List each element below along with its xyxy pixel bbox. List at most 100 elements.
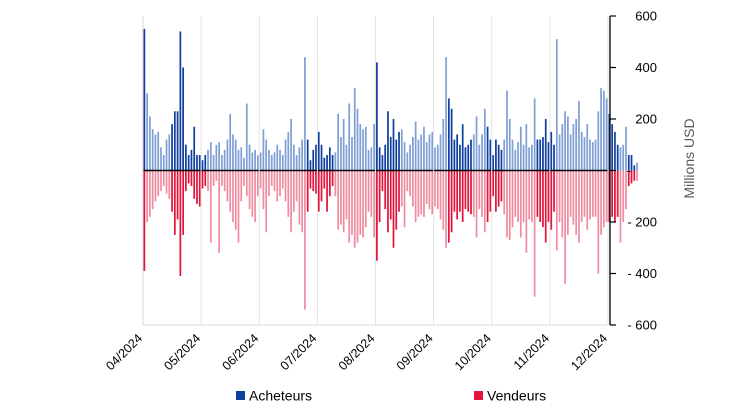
seller-bar bbox=[326, 170, 328, 212]
buyer-bar bbox=[395, 139, 398, 171]
buyer-bar bbox=[323, 157, 326, 171]
seller-bar bbox=[342, 170, 345, 233]
buyer-bar bbox=[309, 160, 312, 171]
legend-swatch-vendeurs bbox=[474, 391, 483, 400]
seller-bar bbox=[475, 170, 478, 238]
seller-bar bbox=[212, 170, 215, 186]
seller-bar bbox=[348, 170, 351, 243]
seller-bar bbox=[400, 170, 403, 207]
seller-bar bbox=[185, 170, 187, 192]
buyer-bar bbox=[345, 144, 348, 171]
buyer-bar bbox=[384, 144, 387, 171]
buyer-bar bbox=[259, 152, 262, 171]
seller-bar bbox=[605, 170, 608, 222]
buyer-bar bbox=[276, 144, 279, 171]
buyer-bar bbox=[171, 124, 173, 171]
buyer-bar bbox=[486, 126, 489, 171]
seller-bar bbox=[600, 170, 602, 235]
buyer-bar bbox=[290, 119, 292, 171]
buyer-bar bbox=[575, 119, 578, 171]
seller-bar bbox=[165, 170, 168, 194]
seller-bar bbox=[387, 170, 389, 233]
seller-bar bbox=[425, 170, 428, 204]
buyer-bar bbox=[185, 144, 187, 171]
seller-bar bbox=[254, 170, 256, 222]
buyer-bar bbox=[292, 144, 295, 171]
seller-bar bbox=[376, 170, 378, 261]
buyer-bar bbox=[234, 139, 237, 171]
seller-bar bbox=[162, 170, 165, 186]
x-tick-label: 06/2024 bbox=[220, 331, 262, 373]
seller-bar bbox=[201, 170, 204, 189]
buyer-bar bbox=[558, 134, 561, 171]
seller-bar bbox=[611, 170, 614, 217]
seller-bar bbox=[483, 170, 486, 233]
seller-bar bbox=[442, 170, 445, 230]
buyer-bar bbox=[591, 142, 594, 171]
seller-bar bbox=[331, 170, 334, 186]
buyer-bar bbox=[627, 155, 630, 171]
seller-bar bbox=[295, 170, 298, 202]
buyer-bar bbox=[328, 147, 331, 171]
x-tick-label: 09/2024 bbox=[394, 331, 436, 373]
buyer-bar bbox=[226, 139, 229, 171]
buyer-bar bbox=[367, 149, 370, 171]
seller-bar bbox=[154, 170, 157, 202]
buyer-bar bbox=[553, 144, 555, 171]
buyer-bar bbox=[472, 134, 475, 171]
seller-bar bbox=[215, 170, 218, 181]
buyer-bar bbox=[517, 142, 519, 171]
buyer-bar bbox=[398, 131, 400, 171]
buyer-bar bbox=[597, 111, 600, 171]
buyer-bar bbox=[362, 129, 364, 171]
buyer-bar bbox=[162, 155, 165, 171]
buyer-bar bbox=[614, 131, 616, 171]
buyer-bar bbox=[414, 121, 417, 171]
seller-bar bbox=[508, 170, 511, 241]
seller-bar bbox=[434, 170, 436, 207]
buyer-bar bbox=[279, 149, 281, 171]
buyer-bar bbox=[625, 126, 627, 171]
seller-bar bbox=[398, 170, 400, 212]
seller-bar bbox=[287, 170, 290, 217]
seller-bar bbox=[481, 170, 483, 217]
seller-bar bbox=[517, 170, 519, 222]
buyer-bar bbox=[459, 144, 461, 171]
buyer-bar bbox=[364, 126, 367, 171]
buyer-bar bbox=[436, 144, 439, 171]
buyer-bar bbox=[492, 155, 494, 171]
buyer-bar bbox=[248, 144, 251, 171]
seller-bar bbox=[171, 170, 173, 212]
buyer-bar bbox=[450, 108, 453, 171]
buyer-bar bbox=[447, 98, 450, 171]
seller-bar bbox=[544, 170, 547, 243]
seller-bar bbox=[320, 170, 323, 202]
seller-bar bbox=[564, 170, 566, 284]
buyer-bar bbox=[580, 131, 583, 171]
buyer-bar bbox=[229, 113, 232, 171]
seller-bar bbox=[276, 170, 279, 202]
seller-bar bbox=[229, 170, 232, 212]
seller-bar bbox=[234, 170, 237, 230]
seller-bar bbox=[273, 170, 276, 192]
seller-bar bbox=[586, 170, 589, 230]
seller-bar bbox=[268, 170, 270, 197]
buyer-bar bbox=[495, 139, 497, 171]
seller-bar bbox=[304, 170, 306, 310]
seller-bar bbox=[292, 170, 295, 212]
seller-bar bbox=[619, 170, 622, 243]
buyer-bar bbox=[207, 149, 209, 171]
seller-bar bbox=[492, 170, 494, 197]
seller-bar bbox=[495, 170, 497, 212]
seller-bar bbox=[431, 170, 434, 215]
seller-bar bbox=[226, 170, 229, 202]
buyer-bar bbox=[351, 137, 353, 171]
buyer-bar bbox=[223, 149, 226, 171]
seller-bar bbox=[270, 170, 273, 186]
buyer-bar bbox=[218, 142, 220, 171]
buyer-bar bbox=[531, 144, 533, 171]
buyer-bar bbox=[412, 137, 414, 171]
seller-bar bbox=[309, 170, 312, 189]
buyer-bar bbox=[317, 131, 320, 171]
seller-bar bbox=[522, 170, 525, 222]
